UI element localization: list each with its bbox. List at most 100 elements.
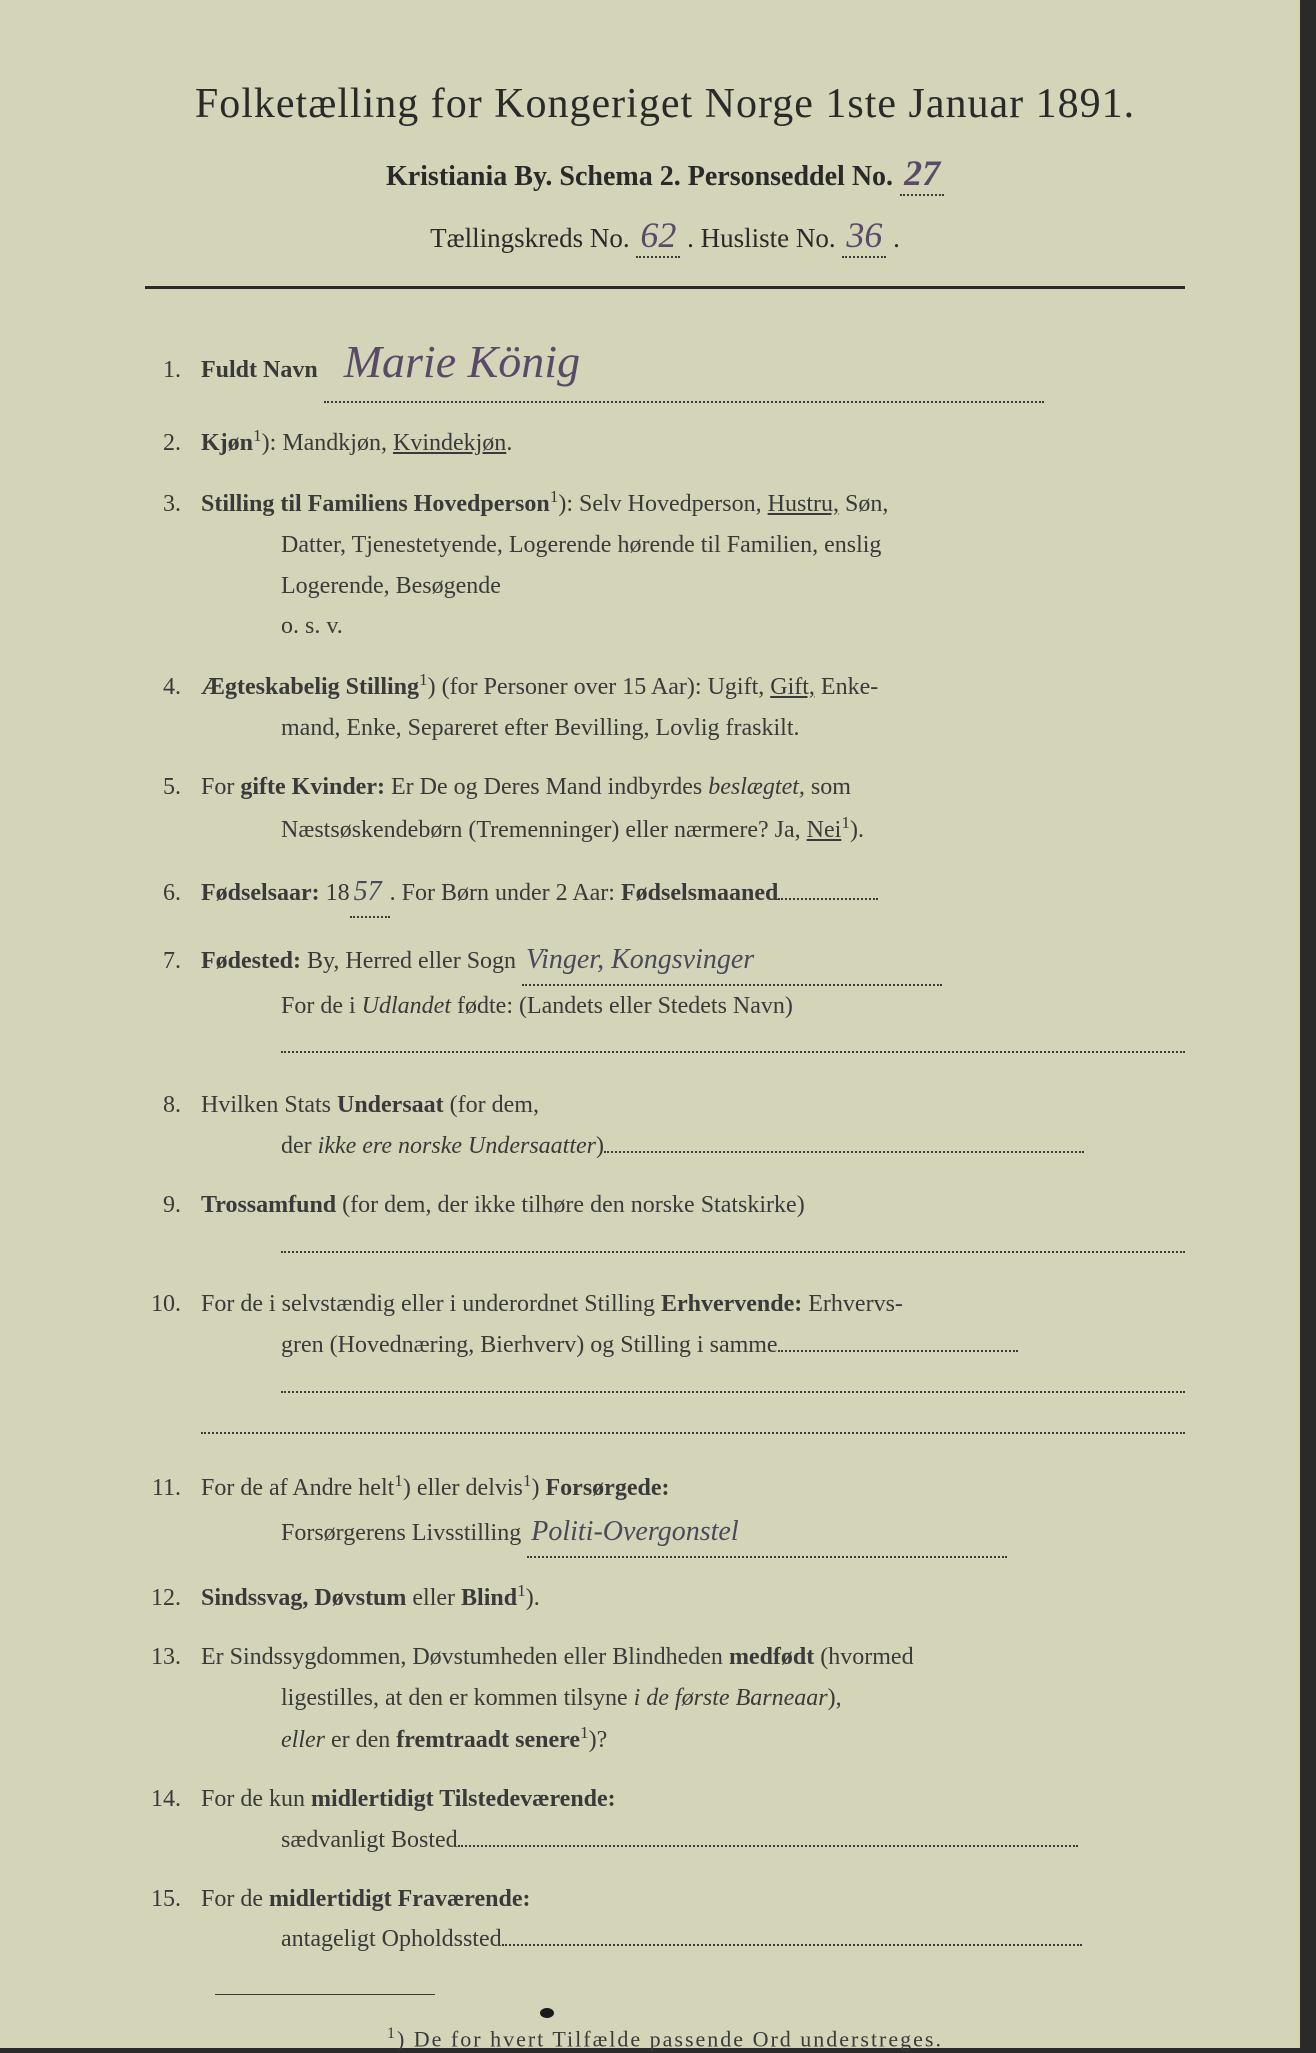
item-content: For de af Andre helt1) eller delvis1) Fo…: [201, 1466, 1185, 1558]
item-1: 1. Fuldt Navn Marie König: [145, 323, 1185, 403]
text: Er Sindssygdommen, Døvstumheden eller Bl…: [201, 1644, 729, 1670]
sup: 1: [253, 426, 262, 445]
text-line3: Logerende, Besøgende: [201, 566, 1185, 607]
year-prefix: 18: [320, 880, 350, 906]
item-number: 2.: [145, 423, 201, 464]
text: antageligt Opholdssted: [281, 1926, 502, 1952]
text-italic: beslægtet,: [708, 774, 805, 800]
text-line2: antageligt Opholdssted: [201, 1919, 1185, 1960]
text-line4: o. s. v.: [201, 606, 1185, 647]
subtitle-line-1: Kristiania By. Schema 2. Personseddel No…: [145, 152, 1185, 196]
text: ): [532, 1475, 546, 1501]
text: ) eller delvis: [403, 1475, 523, 1501]
sup: 1: [394, 1471, 403, 1490]
text: (hvormed: [814, 1644, 913, 1670]
text: Hvilken Stats: [201, 1092, 337, 1118]
label-fodselsaar: Fødselsaar:: [201, 880, 320, 906]
label-aegteskabelig: Ægteskabelig Stilling: [201, 674, 419, 700]
item-content: Trossamfund (for dem, der ikke tilhøre d…: [201, 1185, 1185, 1267]
item-number: 10.: [145, 1284, 201, 1325]
schema-label: Kristiania By. Schema 2. Personseddel No…: [386, 161, 893, 192]
item-11: 11. For de af Andre helt1) eller delvis1…: [145, 1466, 1185, 1558]
husliste-suffix: .: [893, 223, 900, 253]
text: For de kun: [201, 1786, 311, 1812]
item-number: 13.: [145, 1637, 201, 1678]
label-gifte-kvinder: gifte Kvinder:: [240, 774, 385, 800]
dotted-line: [604, 1151, 1084, 1153]
label-tilstedevaerende: midlertidigt Tilstedeværende:: [311, 1786, 616, 1812]
item-8: 8. Hvilken Stats Undersaat (for dem, der…: [145, 1085, 1185, 1167]
text: ) (for Personer over 15 Aar): Ugift,: [428, 674, 771, 700]
text: eller: [406, 1585, 461, 1611]
text: )?: [589, 1727, 608, 1753]
birth-month: [778, 898, 878, 900]
tallingskreds-number: 62: [636, 214, 680, 258]
text: For de i selvstændig eller i underordnet…: [201, 1291, 661, 1317]
item-number: 7.: [145, 941, 201, 982]
item-content: Hvilken Stats Undersaat (for dem, der ik…: [201, 1085, 1185, 1167]
text: der: [281, 1133, 318, 1159]
item-number: 11.: [145, 1468, 201, 1509]
item-15: 15. For de midlertidigt Fraværende: anta…: [145, 1879, 1185, 1961]
label-medfodt: medfødt: [729, 1644, 814, 1670]
text-line2: For de i Udlandet fødte: (Landets eller …: [201, 986, 1185, 1027]
sup: 1: [841, 813, 850, 832]
item-9: 9. Trossamfund (for dem, der ikke tilhør…: [145, 1185, 1185, 1267]
sup: 1: [580, 1723, 589, 1742]
text-line2: der ikke ere norske Undersaatter): [201, 1126, 1185, 1167]
selected-nei: Nei: [807, 817, 842, 843]
label-fodested: Fødested:: [201, 948, 301, 974]
text-italic: i de første Barneaar: [634, 1685, 828, 1711]
item-number: 15.: [145, 1879, 201, 1920]
item-6: 6. Fødselsaar: 1857. For Børn under 2 Aa…: [145, 868, 1185, 918]
birth-year: 57: [350, 868, 390, 918]
dotted-line: [502, 1944, 1082, 1946]
text: ).: [526, 1585, 540, 1611]
text: sædvanligt Bosted: [281, 1827, 458, 1853]
label-kjon: Kjøn: [201, 430, 253, 456]
text: For de: [201, 1886, 269, 1912]
text: Erhvervs-: [802, 1291, 903, 1317]
item-7: 7. Fødested: By, Herred eller Sogn Vinge…: [145, 936, 1185, 1067]
label-erhvervende: Erhvervende:: [661, 1291, 802, 1317]
text: By, Herred eller Sogn: [301, 948, 516, 974]
item-3: 3. Stilling til Familiens Hovedperson1):…: [145, 482, 1185, 647]
item-content: Fødselsaar: 1857. For Børn under 2 Aar: …: [201, 868, 1185, 918]
text: ),: [828, 1685, 842, 1711]
dotted-line: [281, 1251, 1185, 1253]
item-4: 4. Ægteskabelig Stilling1) (for Personer…: [145, 665, 1185, 749]
item-5: 5. For gifte Kvinder: Er De og Deres Man…: [145, 767, 1185, 851]
item-13: 13. Er Sindssygdommen, Døvstumheden elle…: [145, 1637, 1185, 1761]
text: Søn,: [839, 491, 888, 517]
text-line2: ligestilles, at den er kommen tilsyne i …: [201, 1678, 1185, 1719]
dotted-line: [201, 1432, 1185, 1434]
ink-spot: [540, 2008, 554, 2018]
text: (for dem,: [444, 1092, 539, 1118]
text: som: [805, 774, 851, 800]
sup: 1: [523, 1471, 532, 1490]
footnote-divider: [215, 1994, 435, 1995]
husliste-label: . Husliste No.: [687, 223, 836, 253]
label-sindssvag: Sindssvag, Døvstum: [201, 1585, 406, 1611]
tallingskreds-label: Tællingskreds No.: [430, 223, 630, 253]
text: Næstsøskendebørn (Tremenninger) eller næ…: [281, 817, 807, 843]
text: ).: [850, 817, 864, 843]
text: Forsørgerens Livsstilling: [281, 1520, 527, 1546]
item-number: 6.: [145, 873, 201, 914]
text-line2: Datter, Tjenestetyende, Logerende hørend…: [201, 525, 1185, 566]
text: er den: [325, 1727, 396, 1753]
text-line2: sædvanligt Bosted: [201, 1820, 1185, 1861]
item-content: Ægteskabelig Stilling1) (for Personer ov…: [201, 665, 1185, 749]
item-14: 14. For de kun midlertidigt Tilstedevære…: [145, 1779, 1185, 1861]
birthplace-value: Vinger, Kongsvinger: [522, 936, 942, 986]
text: . For Børn under 2 Aar:: [390, 880, 621, 906]
text-line3: eller er den fremtraadt senere1)?: [201, 1718, 1185, 1761]
label-stilling: Stilling til Familiens Hovedperson: [201, 491, 550, 517]
label-fodselsmaaned: Fødselsmaaned: [621, 880, 778, 906]
item-number: 14.: [145, 1779, 201, 1820]
text: (for dem, der ikke tilhøre den norske St…: [336, 1192, 805, 1218]
label-trossamfund: Trossamfund: [201, 1192, 336, 1218]
item-content: For de midlertidigt Fraværende: antageli…: [201, 1879, 1185, 1961]
item-content: For gifte Kvinder: Er De og Deres Mand i…: [201, 767, 1185, 851]
selected-kvindekjon: Kvindekjøn: [393, 430, 506, 456]
